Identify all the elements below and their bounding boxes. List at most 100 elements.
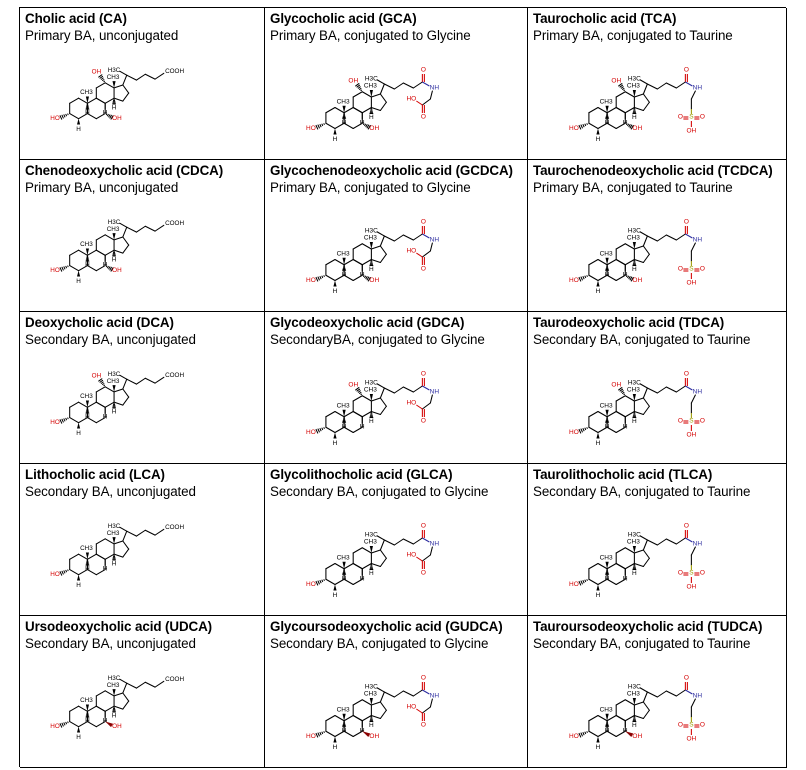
ring-a-bond xyxy=(597,730,608,738)
hydroxyl-3-label: HO xyxy=(306,733,316,740)
methyl-21-label: H3C xyxy=(108,675,121,682)
wedge-bond xyxy=(342,409,346,417)
ring-d-bond xyxy=(113,84,124,89)
ring-b-bond xyxy=(86,569,97,576)
ring-d-bond xyxy=(633,106,644,112)
wedge-bond xyxy=(85,400,89,408)
side-chain-bond xyxy=(656,538,667,546)
hash-bond xyxy=(59,571,63,576)
hash-bond xyxy=(65,721,68,725)
side-chain-bond xyxy=(119,222,128,228)
methyl-18-label: CH3 xyxy=(627,691,640,698)
methyl-19-label: CH3 xyxy=(80,89,93,96)
hash-bond xyxy=(110,115,114,120)
compound-description: SecondaryBA, conjugated to Glycine xyxy=(270,332,485,347)
ring-b-bond xyxy=(606,578,617,586)
ring-b-bond xyxy=(343,578,354,586)
glycine-o-label: O xyxy=(421,114,426,121)
wedge-bond xyxy=(333,432,337,439)
h8-label: H xyxy=(360,271,365,278)
hydroxyl-3-label: HO xyxy=(50,115,60,122)
h5-label: H xyxy=(76,430,81,437)
ring-d-bond xyxy=(113,97,124,102)
glycine-bond xyxy=(429,698,433,708)
taurine-bond xyxy=(690,698,696,708)
methyl-18-label: CH3 xyxy=(107,378,120,385)
amide-nh-label: NH xyxy=(430,541,440,548)
wedge-bond xyxy=(605,409,609,417)
hash-bond xyxy=(365,276,368,280)
ring-b-bond xyxy=(343,258,354,266)
side-chain-bond xyxy=(383,539,395,546)
hash-bond xyxy=(317,276,320,281)
hydroxyl-7-label: OH xyxy=(632,277,642,284)
h8-label: H xyxy=(103,718,108,725)
side-chain-bond xyxy=(656,234,667,242)
ring-c-bond xyxy=(361,395,372,402)
h14-label: H xyxy=(369,722,374,729)
ring-c-bond xyxy=(104,553,115,560)
hash-bond xyxy=(100,381,104,384)
side-chain-bond xyxy=(379,691,385,703)
hash-bond xyxy=(99,75,104,79)
hash-bond xyxy=(580,428,583,433)
hash-bond xyxy=(619,388,624,392)
ring-c-bond xyxy=(361,410,372,418)
compound-description: Primary BA, conjugated to Glycine xyxy=(270,28,471,43)
glycine-bond xyxy=(416,556,423,562)
ring-a-bond xyxy=(325,274,336,282)
ring-c-bond xyxy=(95,82,106,89)
ring-d-bond xyxy=(122,548,130,558)
ring-b-bond xyxy=(615,274,626,282)
bile-acid-cell: Ursodeoxycholic acid (UDCA) Secondary BA,… xyxy=(20,616,265,768)
sulfonyl-o-label: O xyxy=(700,722,705,729)
ring-b-bond xyxy=(95,113,106,120)
ring-c-bond xyxy=(352,699,363,706)
side-chain-bond xyxy=(376,687,385,693)
wedge-bond xyxy=(85,704,89,712)
methyl-19-label: CH3 xyxy=(337,250,350,257)
side-chain-bond xyxy=(126,74,138,81)
ring-b-bond xyxy=(615,578,626,586)
h5-label: H xyxy=(333,288,338,295)
side-chain-bond xyxy=(639,535,648,541)
ring-d-bond xyxy=(633,701,644,706)
taurine-bond xyxy=(690,546,696,556)
side-chain-bond xyxy=(122,74,128,86)
ring-a-bond xyxy=(325,106,336,114)
glycine-oh-label: HO xyxy=(406,248,416,255)
hash-bond xyxy=(63,114,66,118)
compound-name: Deoxycholic acid (DCA) xyxy=(25,315,174,330)
ring-a-bond xyxy=(588,410,599,418)
ring-d-bond xyxy=(370,701,381,706)
ring-c-bond xyxy=(352,106,363,114)
ring-b-bond xyxy=(606,122,617,130)
compound-name: Taurolithocholic acid (TLCA) xyxy=(533,467,713,482)
glycine-bond xyxy=(421,250,431,258)
hash-bond xyxy=(578,428,582,434)
amide-bond xyxy=(685,689,693,695)
side-chain-bond xyxy=(383,387,395,394)
sulfonyl-o-label: O xyxy=(678,418,683,425)
methyl-18-label: CH3 xyxy=(627,387,640,394)
hash-bond xyxy=(366,124,370,129)
ring-c-bond xyxy=(352,395,363,402)
h5-label: H xyxy=(596,592,601,599)
glycine-o-label: O xyxy=(421,722,426,729)
hash-bond xyxy=(63,266,66,270)
hydroxyl-12-label: OH xyxy=(92,373,102,380)
sulfonyl-oh-label: OH xyxy=(686,432,696,439)
ring-d-bond xyxy=(633,410,644,416)
glycine-bond xyxy=(429,394,433,404)
h8-label: H xyxy=(103,110,108,117)
ring-b-bond xyxy=(86,401,97,408)
hash-bond xyxy=(107,265,109,269)
hash-bond xyxy=(61,722,64,727)
hydroxyl-3-label: HO xyxy=(306,125,316,132)
compound-description: Secondary BA, unconjugated xyxy=(25,484,196,499)
side-chain-bond xyxy=(402,386,414,393)
h14-label: H xyxy=(632,114,637,121)
